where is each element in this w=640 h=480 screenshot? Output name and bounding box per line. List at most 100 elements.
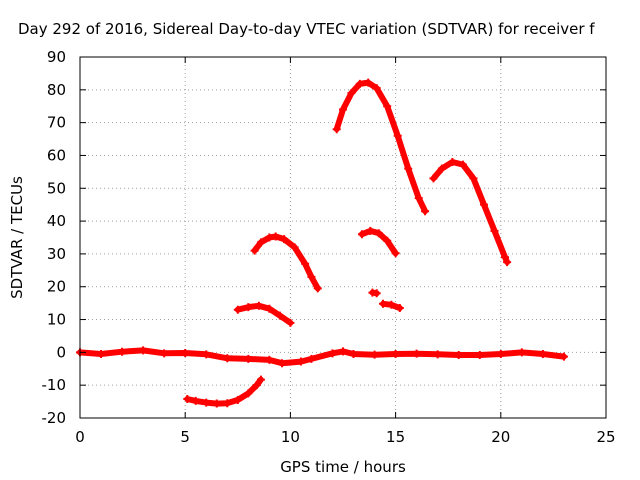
data-point: [448, 158, 457, 167]
data-point: [244, 303, 253, 312]
data-point: [202, 398, 211, 407]
data-point: [328, 349, 337, 358]
data-point: [391, 249, 400, 258]
data-point: [374, 229, 383, 238]
y-tick-label: -20: [42, 409, 67, 427]
data-point: [339, 347, 347, 356]
data-series-group: [76, 78, 568, 408]
data-point: [202, 350, 211, 359]
data-point: [517, 348, 526, 357]
data-point: [355, 79, 364, 88]
data-point: [277, 359, 286, 368]
x-tick-label: 25: [596, 428, 615, 446]
data-point: [479, 200, 488, 209]
data-point: [433, 350, 442, 359]
data-point: [307, 354, 316, 363]
data-point: [414, 194, 423, 203]
data-point: [183, 394, 192, 403]
x-tick-label: 15: [386, 428, 405, 446]
data-point: [265, 355, 274, 364]
data-series-4: [250, 232, 322, 293]
data-point: [244, 354, 253, 363]
y-tick-label: 90: [47, 48, 66, 66]
data-point: [383, 236, 392, 245]
y-tick-label: 60: [47, 146, 66, 164]
data-point: [364, 78, 373, 87]
x-tick-label: 5: [180, 428, 190, 446]
data-point: [393, 131, 402, 140]
data-point: [286, 318, 295, 327]
data-point: [191, 396, 200, 405]
y-tick-label: 50: [47, 179, 66, 197]
data-point: [378, 299, 387, 308]
x-axis-label: GPS time / hours: [280, 458, 406, 476]
data-point: [280, 235, 289, 244]
y-axis-label: SDTVAR / TECUs: [8, 176, 26, 299]
data-point: [296, 357, 305, 366]
data-point: [307, 272, 316, 281]
data-point: [412, 349, 421, 358]
axis-ticks: 0 5 10 15 20 25 -20 -10 0 10 20 30 40 50 60 70 80 90: [42, 48, 616, 446]
data-point: [252, 381, 261, 390]
chart-title: Day 292 of 2016, Sidereal Day-to-day VTE…: [18, 20, 595, 38]
data-point: [223, 354, 232, 363]
data-point: [437, 164, 446, 173]
data-point: [383, 102, 392, 111]
data-point: [404, 164, 413, 173]
data-point: [366, 226, 375, 235]
data-point: [256, 238, 265, 247]
data-point: [223, 399, 232, 408]
data-point: [454, 350, 463, 359]
data-point: [233, 305, 242, 314]
data-point: [501, 253, 510, 262]
data-point: [160, 349, 169, 358]
data-point: [244, 389, 253, 398]
data-point: [559, 352, 568, 361]
data-point: [339, 105, 347, 114]
data-point: [313, 284, 322, 293]
data-point: [370, 350, 379, 359]
data-point: [429, 174, 438, 183]
y-tick-label: 80: [47, 81, 66, 99]
data-point: [349, 350, 358, 359]
y-tick-label: 40: [47, 212, 66, 230]
data-series-5: [332, 78, 430, 216]
data-point: [181, 349, 190, 358]
data-point: [250, 246, 259, 255]
data-point: [391, 350, 400, 359]
y-tick-label: 10: [47, 311, 66, 329]
x-tick-label: 20: [491, 428, 510, 446]
data-series-9: [429, 158, 512, 267]
data-point: [372, 289, 381, 298]
data-series-2: [183, 375, 265, 408]
data-point: [387, 300, 396, 309]
data-point: [275, 311, 284, 320]
data-series-7: [368, 288, 381, 298]
data-point: [271, 232, 280, 241]
x-tick-label: 0: [75, 428, 85, 446]
data-point: [97, 350, 106, 359]
plot-frame: [79, 56, 607, 419]
data-point: [372, 84, 381, 93]
data-point: [421, 207, 430, 216]
data-point: [503, 258, 512, 267]
data-point: [265, 304, 274, 313]
data-point: [301, 259, 310, 268]
data-point: [139, 346, 148, 355]
y-tick-label: 0: [56, 343, 66, 361]
data-point: [395, 304, 404, 313]
data-series-3: [233, 301, 295, 327]
data-point: [475, 350, 484, 359]
data-point: [254, 301, 263, 310]
x-tick-label: 10: [281, 428, 300, 446]
y-tick-label: -10: [42, 376, 67, 394]
y-tick-label: 20: [47, 278, 66, 296]
data-point: [290, 243, 299, 252]
data-point: [490, 226, 499, 235]
data-point: [357, 230, 366, 239]
data-point: [496, 350, 505, 359]
data-point: [118, 347, 127, 356]
data-point: [233, 395, 242, 404]
